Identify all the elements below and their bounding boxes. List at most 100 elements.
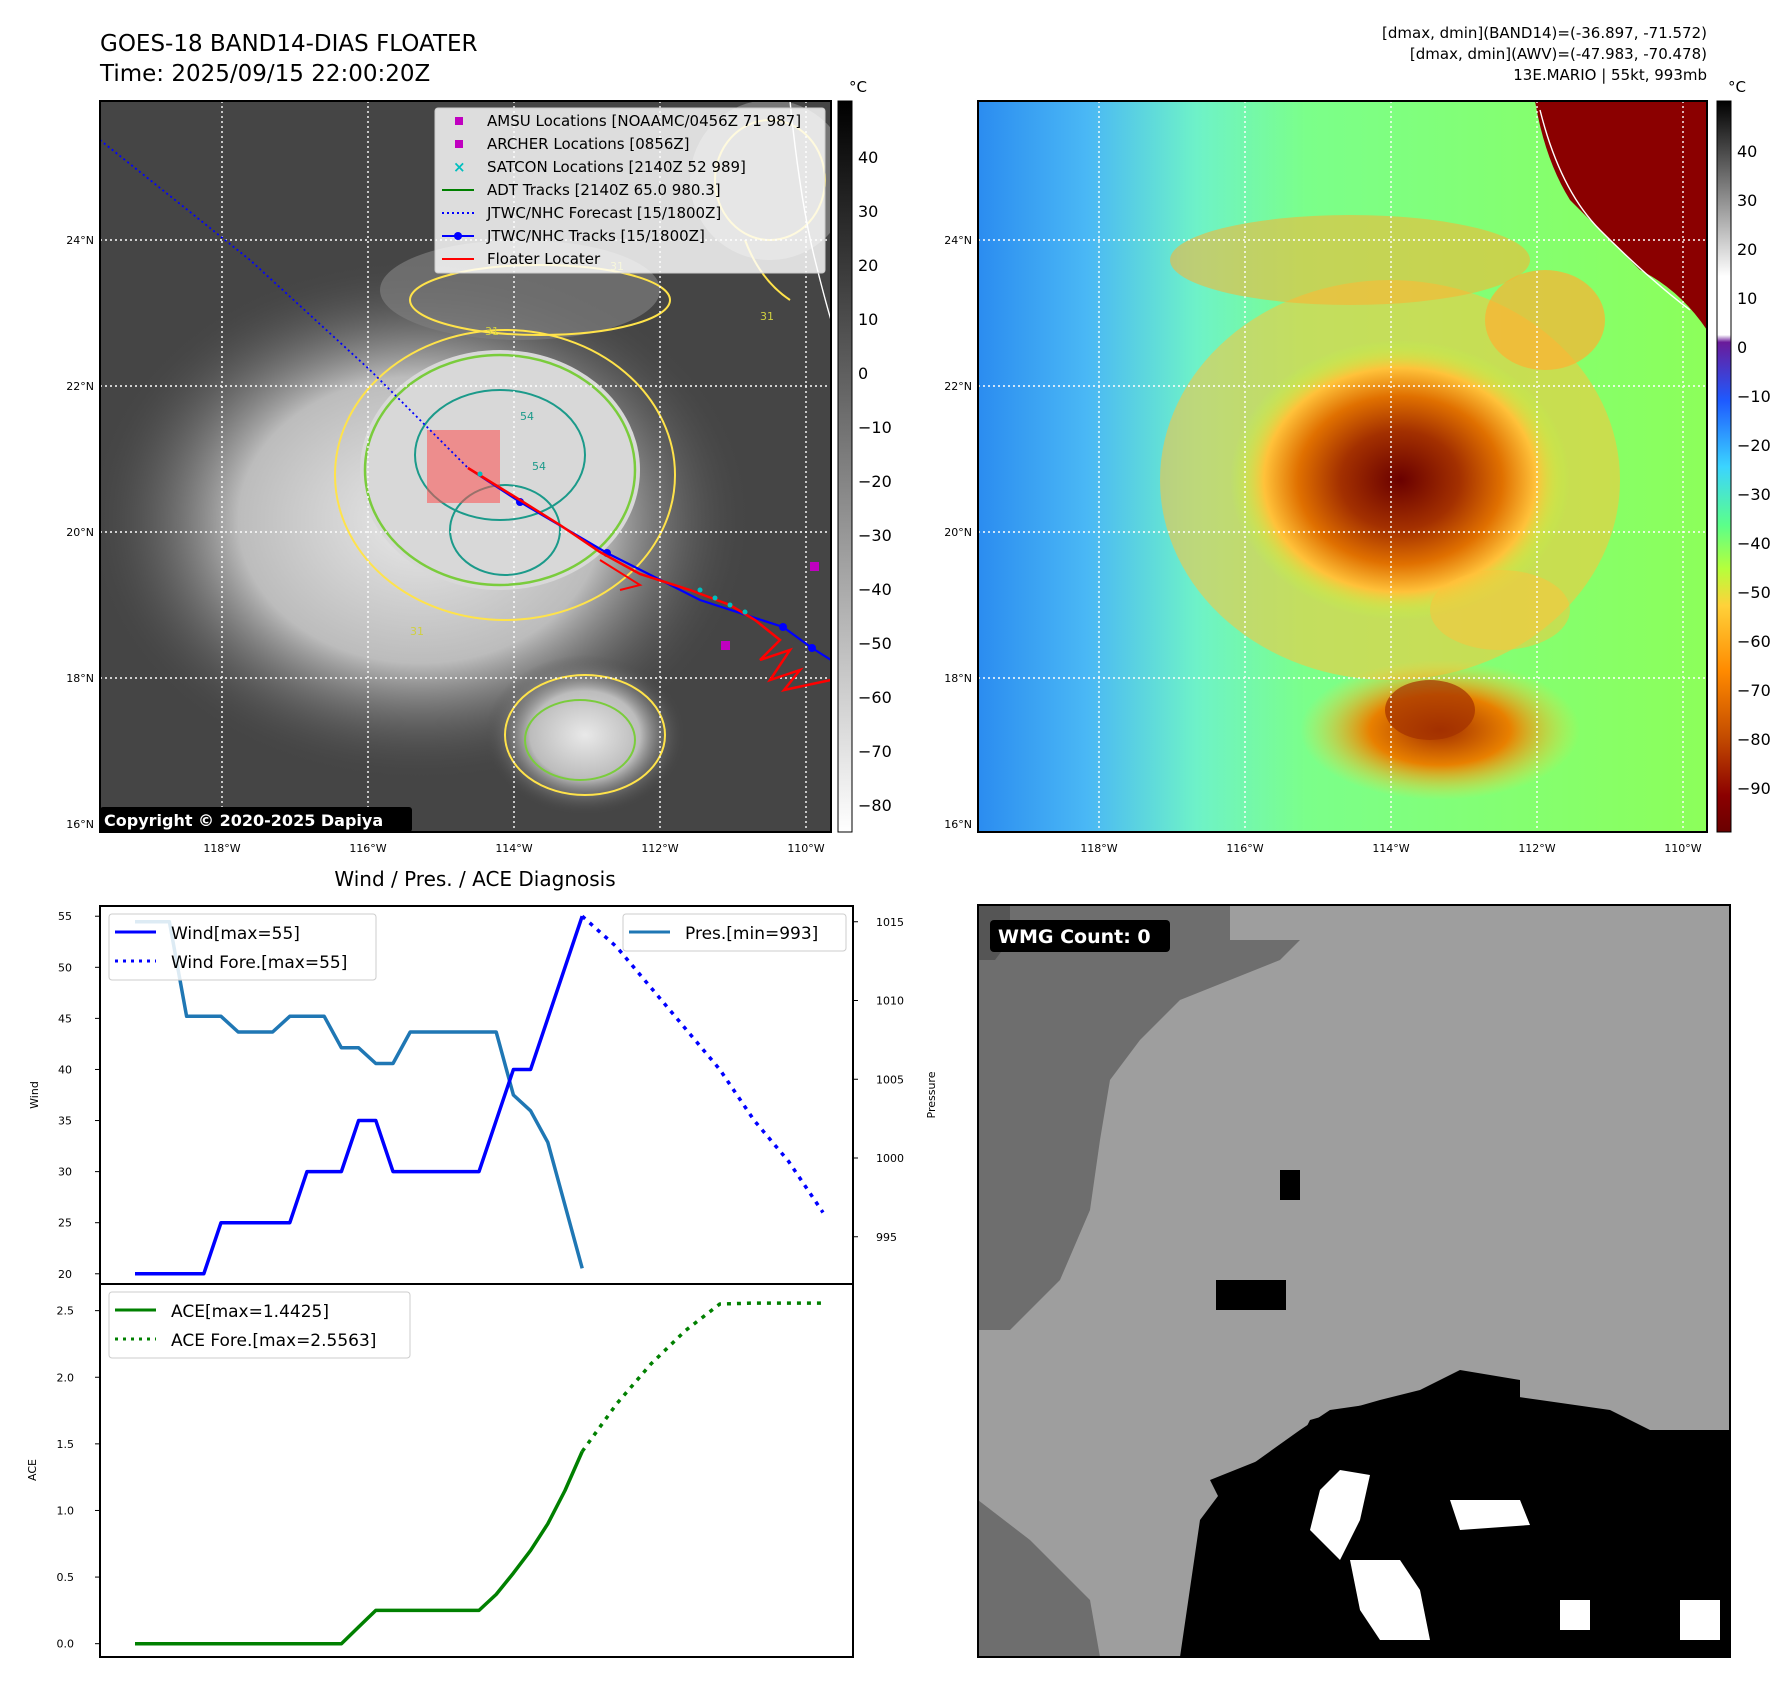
pressure-line — [135, 920, 584, 1269]
lat-label: 18°N — [944, 672, 972, 685]
contour-label: 31 — [485, 325, 499, 338]
cbar-tick: −60 — [1737, 632, 1771, 651]
ir-map-lon-labels: 118°W 116°W 114°W 112°W 110°W — [203, 842, 824, 855]
cbar-tick: 0 — [858, 364, 868, 383]
wind-axis-ticks: 55 50 45 40 35 30 25 20 — [58, 910, 100, 1281]
legend-ace-fore-label: ACE Fore.[max=2.5563] — [171, 1331, 376, 1351]
wind-pres-panel: 55 50 45 40 35 30 25 20 1015 1010 1005 1000 995 Win… — [28, 905, 938, 1285]
wind-axis-label: Wind — [28, 1081, 41, 1109]
ir-colorbar-ticks: 40 30 20 10 0 −10 −20 −30 −40 −50 −60 −7… — [858, 148, 892, 815]
ace-tick: 2.5 — [57, 1305, 75, 1318]
pressure-tick: 995 — [876, 1231, 897, 1244]
copyright-box — [100, 807, 412, 832]
pressure-tick: 1000 — [876, 1152, 904, 1165]
lon-label: 116°W — [349, 842, 386, 855]
ir-colorbar: °C 40 30 20 10 0 −10 −20 −30 −40 −50 −60… — [837, 78, 892, 833]
cbar-tick: −40 — [858, 580, 892, 599]
pressure-tick: 1010 — [876, 995, 904, 1008]
info-awv: [dmax, dmin](AWV)=(-47.983, -70.478) — [1410, 45, 1707, 63]
legend-archer-label: ARCHER Locations [0856Z] — [487, 135, 690, 153]
wind-line — [135, 915, 584, 1276]
wind-tick: 20 — [58, 1268, 72, 1281]
cbar-tick: −20 — [1737, 436, 1771, 455]
cbar-tick: −50 — [1737, 583, 1771, 602]
ace-tick: 0.5 — [57, 1571, 75, 1584]
pressure-axis-ticks: 1015 1010 1005 1000 995 — [853, 916, 904, 1244]
legend-pres-label: Pres.[min=993] — [685, 924, 818, 944]
cbar-tick: 30 — [1737, 191, 1757, 210]
lon-label: 114°W — [1372, 842, 1409, 855]
info-storm: 13E.MARIO | 55kt, 993mb — [1513, 66, 1707, 84]
map-legend: AMSU Locations [NOAAMC/0456Z 71 987] ARC… — [434, 107, 826, 274]
figure-title: GOES-18 BAND14-DIAS FLOATER — [100, 31, 478, 57]
cbar-tick: −30 — [1737, 485, 1771, 504]
lat-label: 24°N — [66, 234, 94, 247]
lon-label: 118°W — [1080, 842, 1117, 855]
awv-map-lon-labels: 118°W 116°W 114°W 112°W 110°W — [1080, 842, 1701, 855]
cbar-tick: −10 — [1737, 387, 1771, 406]
legend-floater-label: Floater Locater — [487, 250, 601, 268]
floater-path — [467, 466, 831, 692]
cbar-tick: 40 — [1737, 142, 1757, 161]
cbar-tick: −40 — [1737, 534, 1771, 553]
wind-legend: Wind[max=55] Wind Fore.[max=55] — [108, 913, 377, 981]
wind-tick: 50 — [58, 961, 72, 974]
awv-map-lat-labels: 24°N 22°N 20°N 18°N 16°N — [944, 234, 972, 831]
cbar-tick: −90 — [1737, 779, 1771, 798]
ace-legend: ACE[max=1.4425] ACE Fore.[max=2.5563] — [108, 1291, 411, 1359]
cbar-tick: −10 — [858, 418, 892, 437]
pressure-tick: 1005 — [876, 1073, 904, 1086]
contour-label: 31 — [410, 625, 424, 638]
awv-colorbar: °C 40 30 20 10 0 −10 −20 −30 −40 −50 −60… — [1716, 78, 1771, 833]
lon-label: 112°W — [1518, 842, 1555, 855]
cbar-tick: 30 — [858, 202, 878, 221]
awv-colorbar-unit: °C — [1728, 78, 1746, 96]
legend-nhc-label: JTWC/NHC Tracks [15/1800Z] — [486, 227, 705, 245]
legend-satcon-marker: × — [453, 158, 466, 176]
legend-amsu-marker — [455, 117, 463, 125]
ace-tick: 1.0 — [57, 1504, 75, 1517]
wind-pres-lines — [135, 914, 825, 1276]
nhc-track-points — [516, 498, 816, 652]
ir-map-lat-labels: 24°N 22°N 20°N 18°N 16°N — [66, 234, 94, 831]
cbar-tick: −30 — [858, 526, 892, 545]
legend-amsu-label: AMSU Locations [NOAAMC/0456Z 71 987] — [487, 112, 801, 130]
cbar-tick: 20 — [1737, 240, 1757, 259]
wmg-panel: WMG Count: 0 — [977, 904, 1731, 1658]
cbar-tick: 10 — [1737, 289, 1757, 308]
lat-label: 16°N — [944, 818, 972, 831]
cbar-tick: −70 — [858, 742, 892, 761]
ace-axis-ticks: 2.5 2.0 1.5 1.0 0.5 0.0 — [57, 1305, 100, 1651]
awv-colorbar-ticks: 40 30 20 10 0 −10 −20 −30 −40 −50 −60 −7… — [1737, 142, 1771, 798]
cbar-tick: 0 — [1737, 338, 1747, 357]
cbar-tick: −80 — [1737, 730, 1771, 749]
satcon-markers — [477, 471, 748, 615]
pressure-axis-label: Pressure — [925, 1071, 938, 1118]
ace-forecast-line — [580, 1301, 823, 1453]
info-band14: [dmax, dmin](BAND14)=(-36.897, -71.572) — [1382, 24, 1707, 42]
lat-label: 18°N — [66, 672, 94, 685]
copyright: Copyright © 2020-2025 Dapiya — [104, 811, 383, 830]
cbar-tick: 10 — [858, 310, 878, 329]
wind-tick: 35 — [58, 1115, 72, 1128]
pressure-legend: Pres.[min=993] — [622, 913, 847, 952]
contour-label: 31 — [760, 310, 774, 323]
forecast-track — [100, 139, 469, 469]
diagnosis-title: Wind / Pres. / ACE Diagnosis — [334, 867, 615, 891]
awv-map-panel — [977, 100, 1708, 833]
ir-colorbar-unit: °C — [849, 78, 867, 96]
contour-label: 54 — [520, 410, 534, 423]
wmg-count: WMG Count: 0 — [998, 926, 1151, 948]
lon-label: 116°W — [1226, 842, 1263, 855]
cbar-tick: 20 — [858, 256, 878, 275]
wmg-count-box — [990, 920, 1170, 952]
lat-label: 16°N — [66, 818, 94, 831]
cbar-tick: −20 — [858, 472, 892, 491]
legend-forecast-label: JTWC/NHC Forecast [15/1800Z] — [486, 204, 721, 222]
legend-wind-label: Wind[max=55] — [171, 924, 300, 944]
lat-label: 20°N — [944, 526, 972, 539]
lat-label: 22°N — [66, 380, 94, 393]
ace-line — [135, 1450, 584, 1646]
ir-map-panel: 31 31 31 54 54 31 — [99, 100, 832, 833]
